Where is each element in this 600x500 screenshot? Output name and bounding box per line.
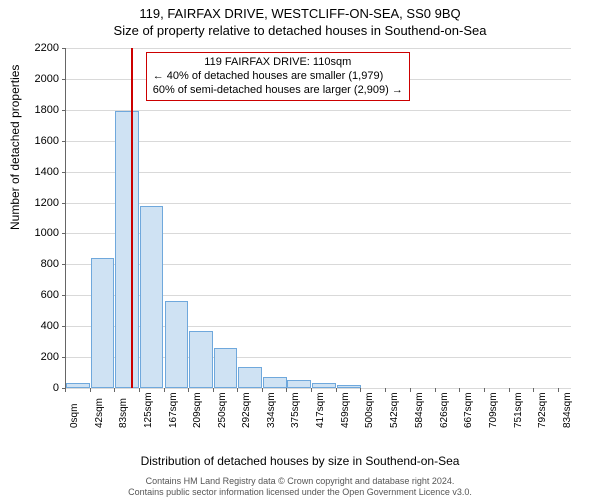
x-tick-label: 334sqm bbox=[266, 392, 277, 428]
histogram-bar bbox=[214, 348, 238, 388]
y-tick-label: 2200 bbox=[35, 42, 59, 54]
x-tick-mark bbox=[213, 388, 214, 392]
y-tick-mark bbox=[62, 203, 66, 204]
x-axis-label: Distribution of detached houses by size … bbox=[0, 454, 600, 468]
y-tick-mark bbox=[62, 357, 66, 358]
reference-line bbox=[131, 48, 133, 388]
x-tick-mark bbox=[237, 388, 238, 392]
y-tick-label: 200 bbox=[41, 351, 59, 363]
gridline bbox=[66, 141, 571, 142]
y-tick-mark bbox=[62, 172, 66, 173]
histogram-bar bbox=[140, 206, 164, 388]
x-tick-label: 417sqm bbox=[315, 392, 326, 428]
x-tick-mark bbox=[139, 388, 140, 392]
x-tick-mark bbox=[459, 388, 460, 392]
x-tick-label: 709sqm bbox=[488, 392, 499, 428]
gridline bbox=[66, 203, 571, 204]
x-tick-mark bbox=[360, 388, 361, 392]
y-tick-mark bbox=[62, 110, 66, 111]
annotation-line: 60% of semi-detached houses are larger (… bbox=[153, 84, 403, 98]
x-tick-label: 292sqm bbox=[241, 392, 252, 428]
x-tick-label: 584sqm bbox=[414, 392, 425, 428]
gridline bbox=[66, 110, 571, 111]
histogram-bar bbox=[287, 380, 311, 389]
x-tick-mark bbox=[558, 388, 559, 392]
x-tick-label: 209sqm bbox=[192, 392, 203, 428]
histogram-bar bbox=[238, 367, 262, 388]
x-tick-label: 751sqm bbox=[513, 392, 524, 428]
y-tick-mark bbox=[62, 141, 66, 142]
y-tick-label: 2000 bbox=[35, 73, 59, 85]
x-tick-mark bbox=[336, 388, 337, 392]
x-tick-label: 667sqm bbox=[463, 392, 474, 428]
annotation-box: 119 FAIRFAX DRIVE: 110sqm← 40% of detach… bbox=[146, 52, 410, 101]
y-tick-label: 600 bbox=[41, 289, 59, 301]
x-tick-mark bbox=[385, 388, 386, 392]
plot-area: 0200400600800100012001400160018002000220… bbox=[65, 48, 571, 389]
gridline bbox=[66, 388, 571, 389]
x-tick-mark bbox=[114, 388, 115, 392]
x-tick-mark bbox=[90, 388, 91, 392]
y-tick-mark bbox=[62, 295, 66, 296]
y-tick-mark bbox=[62, 326, 66, 327]
x-tick-label: 0sqm bbox=[69, 404, 80, 428]
y-tick-label: 0 bbox=[53, 382, 59, 394]
x-tick-label: 375sqm bbox=[290, 392, 301, 428]
y-tick-mark bbox=[62, 48, 66, 49]
x-tick-mark bbox=[311, 388, 312, 392]
x-tick-mark bbox=[435, 388, 436, 392]
x-tick-mark bbox=[262, 388, 263, 392]
y-tick-label: 1600 bbox=[35, 135, 59, 147]
x-tick-label: 42sqm bbox=[94, 398, 105, 428]
y-tick-label: 1800 bbox=[35, 104, 59, 116]
annotation-line: ← 40% of detached houses are smaller (1,… bbox=[153, 70, 403, 84]
x-tick-mark bbox=[533, 388, 534, 392]
footer-attribution: Contains HM Land Registry data © Crown c… bbox=[0, 476, 600, 498]
histogram-bar bbox=[312, 383, 336, 388]
x-tick-label: 500sqm bbox=[364, 392, 375, 428]
x-tick-label: 167sqm bbox=[168, 392, 179, 428]
x-tick-label: 834sqm bbox=[562, 392, 573, 428]
y-tick-label: 800 bbox=[41, 258, 59, 270]
x-tick-label: 250sqm bbox=[217, 392, 228, 428]
x-tick-mark bbox=[410, 388, 411, 392]
x-tick-mark bbox=[164, 388, 165, 392]
histogram-bar bbox=[66, 383, 90, 388]
histogram-bar bbox=[337, 385, 361, 388]
histogram-bar bbox=[165, 301, 189, 388]
annotation-line: 119 FAIRFAX DRIVE: 110sqm bbox=[153, 56, 403, 70]
footer-line-2: Contains public sector information licen… bbox=[0, 487, 600, 498]
gridline bbox=[66, 172, 571, 173]
histogram-bar bbox=[115, 111, 139, 388]
y-tick-mark bbox=[62, 264, 66, 265]
x-tick-label: 626sqm bbox=[439, 392, 450, 428]
y-axis-label: Number of detached properties bbox=[8, 65, 22, 230]
x-tick-mark bbox=[484, 388, 485, 392]
x-tick-mark bbox=[286, 388, 287, 392]
y-tick-mark bbox=[62, 233, 66, 234]
x-tick-label: 83sqm bbox=[118, 398, 129, 428]
x-tick-label: 792sqm bbox=[537, 392, 548, 428]
x-tick-label: 542sqm bbox=[389, 392, 400, 428]
gridline bbox=[66, 48, 571, 49]
footer-line-1: Contains HM Land Registry data © Crown c… bbox=[0, 476, 600, 487]
x-tick-label: 125sqm bbox=[143, 392, 154, 428]
y-tick-label: 1200 bbox=[35, 197, 59, 209]
histogram-bar bbox=[263, 377, 287, 388]
x-tick-mark bbox=[509, 388, 510, 392]
x-tick-mark bbox=[188, 388, 189, 392]
x-tick-mark bbox=[65, 388, 66, 392]
y-tick-mark bbox=[62, 79, 66, 80]
histogram-bar bbox=[189, 331, 213, 388]
y-tick-label: 1000 bbox=[35, 227, 59, 239]
histogram-bar bbox=[91, 258, 115, 388]
y-tick-label: 400 bbox=[41, 320, 59, 332]
x-tick-label: 459sqm bbox=[340, 392, 351, 428]
page-title-subtitle: Size of property relative to detached ho… bbox=[0, 21, 600, 38]
y-tick-label: 1400 bbox=[35, 166, 59, 178]
chart-container: 0200400600800100012001400160018002000220… bbox=[50, 48, 570, 416]
page-title-address: 119, FAIRFAX DRIVE, WESTCLIFF-ON-SEA, SS… bbox=[0, 0, 600, 21]
